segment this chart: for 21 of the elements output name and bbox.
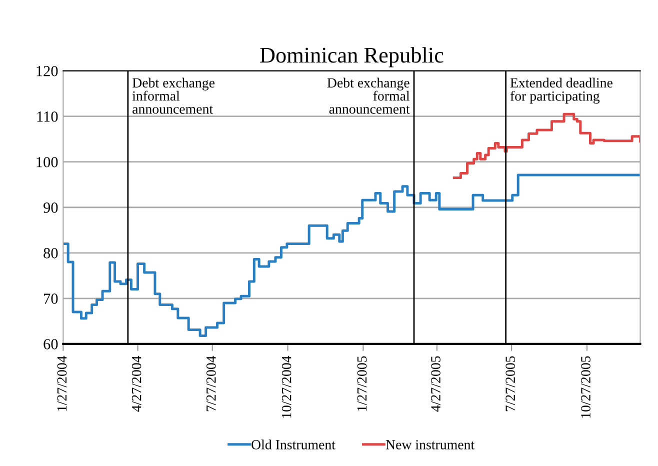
x-tick-label: 7/27/2004 <box>206 356 216 412</box>
y-tick-label: 70 <box>44 294 58 304</box>
y-tick-label: 60 <box>44 339 58 350</box>
legend-label: Old Instrument <box>252 440 336 450</box>
y-tick-label: 110 <box>37 111 58 122</box>
x-tick-label: 1/27/2005 <box>357 356 367 411</box>
y-tick-label: 100 <box>36 157 58 168</box>
x-tick-label: 10/27/2004 <box>282 356 292 418</box>
chart-title: Dominican Republic <box>260 47 444 68</box>
ref-line-label: Debt exchange formal announcement <box>327 78 410 114</box>
x-tick-label: 7/27/2005 <box>506 356 516 412</box>
x-tick-label: 1/27/2004 <box>57 356 67 411</box>
ref-line-label: Debt exchange informal announcement <box>132 78 215 114</box>
x-tick-label: 4/27/2004 <box>132 356 142 412</box>
legend-label: New instrument <box>386 440 475 450</box>
x-tick-label: 10/27/2005 <box>581 356 590 418</box>
y-tick-label: 90 <box>44 202 58 213</box>
ref-line-label: Extended deadline for participating <box>510 78 612 104</box>
x-tick-label: 4/27/2005 <box>431 356 440 412</box>
y-tick-label: 120 <box>36 66 58 76</box>
y-tick-label: 80 <box>44 248 58 258</box>
